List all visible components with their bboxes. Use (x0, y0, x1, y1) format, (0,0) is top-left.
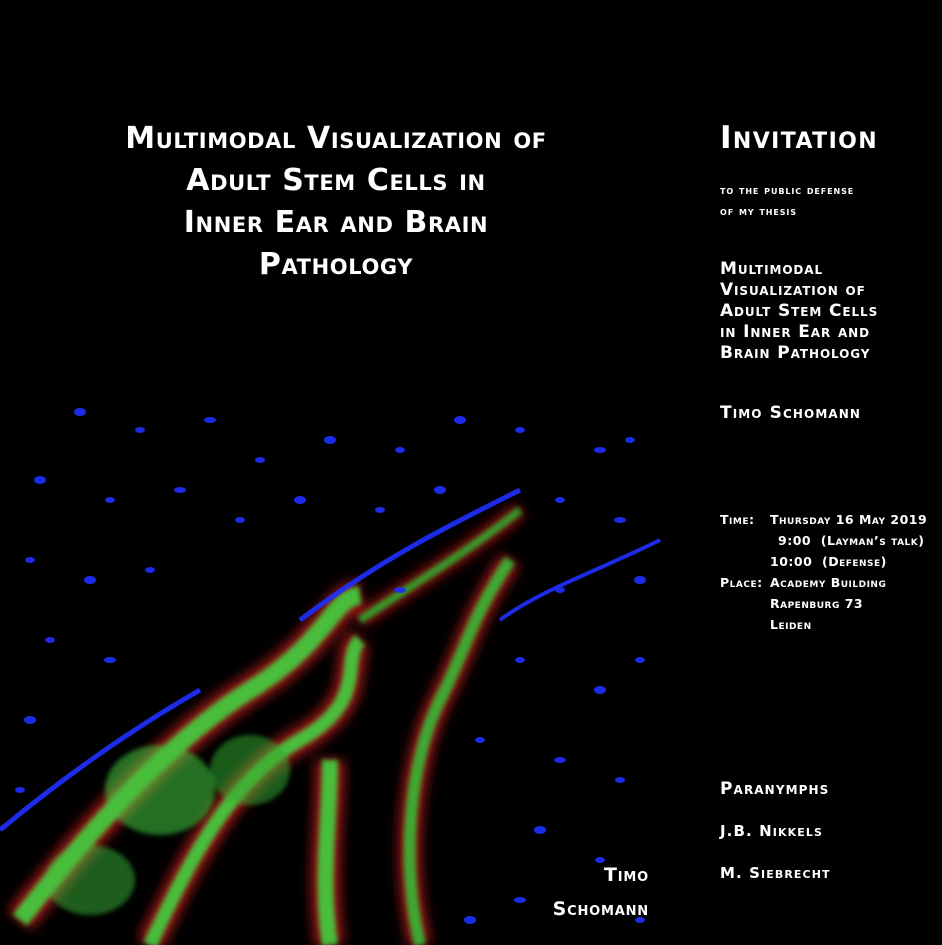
cover-title: Multimodal Visualization of Adult Stem C… (20, 118, 652, 286)
time-date: Thursday 16 May 2019 (770, 512, 928, 527)
thesis-author: Timo Schomann (720, 403, 862, 423)
thesis-title: Multimodal Visualization of Adult Stem C… (720, 259, 878, 364)
thesis-title-line: Multimodal (720, 259, 824, 279)
invitation-subtitle: to the public defense of my thesis (720, 180, 854, 222)
thesis-title-line: in Inner Ear and (720, 322, 870, 342)
invitation-heading: Invitation (720, 120, 879, 156)
paranymphs-heading: Paranymphs (720, 779, 830, 799)
invitation-subtitle-line: to the public defense (720, 183, 855, 197)
cover-author-first: Timo (604, 864, 649, 886)
cover-title-line: Inner Ear and Brain (183, 205, 489, 240)
cover-title-line: Adult Stem Cells in (186, 163, 486, 198)
invitation-subtitle-line: of my thesis (720, 204, 797, 218)
cover-title-line: Pathology (258, 247, 414, 282)
cover-author-last: Schomann (552, 898, 649, 920)
paranymph-name: J.B. Nikkels (720, 822, 823, 840)
thesis-title-line: Brain Pathology (720, 343, 871, 363)
place-row: Place: Academy Building (720, 572, 927, 593)
thesis-title-line: Visualization of (720, 280, 866, 300)
place-label: Place: (720, 575, 763, 590)
thesis-title-line: Adult Stem Cells (720, 301, 879, 321)
fluorescence-microscopy-image (0, 408, 661, 945)
cover-title-line: Multimodal Visualization of (125, 121, 547, 156)
paranymph-name: M. Siebrecht (720, 864, 831, 882)
place-line-1: Academy Building (770, 575, 887, 590)
nuclei-blue (0, 408, 661, 924)
place-line-2: Rapenburg 73 (770, 596, 864, 611)
time-slot-1: 9:00 (Layman’s talk) (778, 533, 925, 548)
time-label: Time: (720, 512, 755, 527)
cover-author: Timo Schomann (553, 858, 649, 926)
place-line-3: Leiden (770, 617, 812, 632)
defense-details: Time: Thursday 16 May 2019 9:00 (Layman’… (720, 509, 927, 635)
vessel-green-cells (12, 506, 523, 945)
time-slot-2: 10:00 (Defense) (770, 554, 887, 569)
time-row: Time: Thursday 16 May 2019 (720, 509, 927, 530)
